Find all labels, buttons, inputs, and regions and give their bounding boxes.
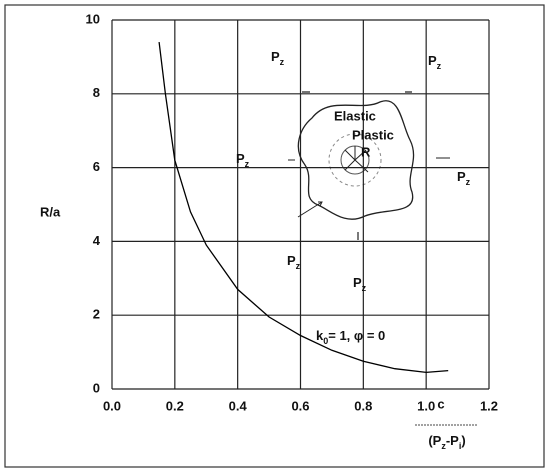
y-tick-label: 10 — [86, 11, 100, 26]
annotation: Pz — [271, 49, 285, 67]
annotation-part: z — [280, 57, 285, 67]
annotation-part: P — [457, 169, 466, 184]
annotation-part: z — [296, 261, 301, 271]
annotation-part: z — [437, 61, 442, 71]
y-axis-label: R/a — [40, 204, 61, 219]
x-axis-label: c — [437, 396, 444, 411]
x-tick-label: 0.4 — [229, 398, 248, 413]
x-tick-label: 0.0 — [103, 398, 121, 413]
x-axis-label: (Pz-Pi) — [428, 433, 465, 451]
x-tick-label: 0.8 — [354, 398, 372, 413]
x-axis-label-part: -P — [446, 433, 459, 448]
annotation: Pz — [428, 53, 442, 71]
y-tick-label: 8 — [93, 85, 100, 100]
annotation: Pz — [353, 275, 367, 293]
y-tick-label: 2 — [93, 307, 100, 322]
x-tick-label: 0.2 — [166, 398, 184, 413]
annotation-part: z — [362, 283, 367, 293]
y-tick-label: 0 — [93, 380, 100, 395]
x-tick-label: 1.2 — [480, 398, 498, 413]
annotation-part: P — [236, 151, 245, 166]
annotation: k0= 1, φ = 0 — [316, 328, 385, 346]
annotation: Pz — [287, 253, 301, 271]
annotation-part: P — [287, 253, 296, 268]
inset-label: R — [361, 144, 371, 159]
x-axis-label-part: ) — [461, 433, 465, 448]
inset-label: Elastic — [334, 108, 376, 123]
y-tick-label: 6 — [93, 159, 100, 174]
annotation: Pz — [457, 169, 471, 187]
annotation-part: = 1, φ = 0 — [328, 328, 385, 343]
annotation-part: P — [353, 275, 362, 290]
x-tick-label: 1.0 — [417, 398, 435, 413]
inset-label: Plastic — [352, 127, 394, 142]
frame — [5, 5, 544, 467]
annotation-part: P — [428, 53, 437, 68]
chart: R/a 0.00.20.40.60.81.01.20246810PzPzPzPz… — [0, 0, 551, 473]
y-tick-label: 4 — [93, 233, 101, 248]
annotation-part: P — [271, 49, 280, 64]
annotation-part: z — [466, 177, 471, 187]
x-tick-label: 0.6 — [291, 398, 309, 413]
x-axis-label-part: (P — [428, 433, 441, 448]
annotation-part: z — [245, 159, 250, 169]
